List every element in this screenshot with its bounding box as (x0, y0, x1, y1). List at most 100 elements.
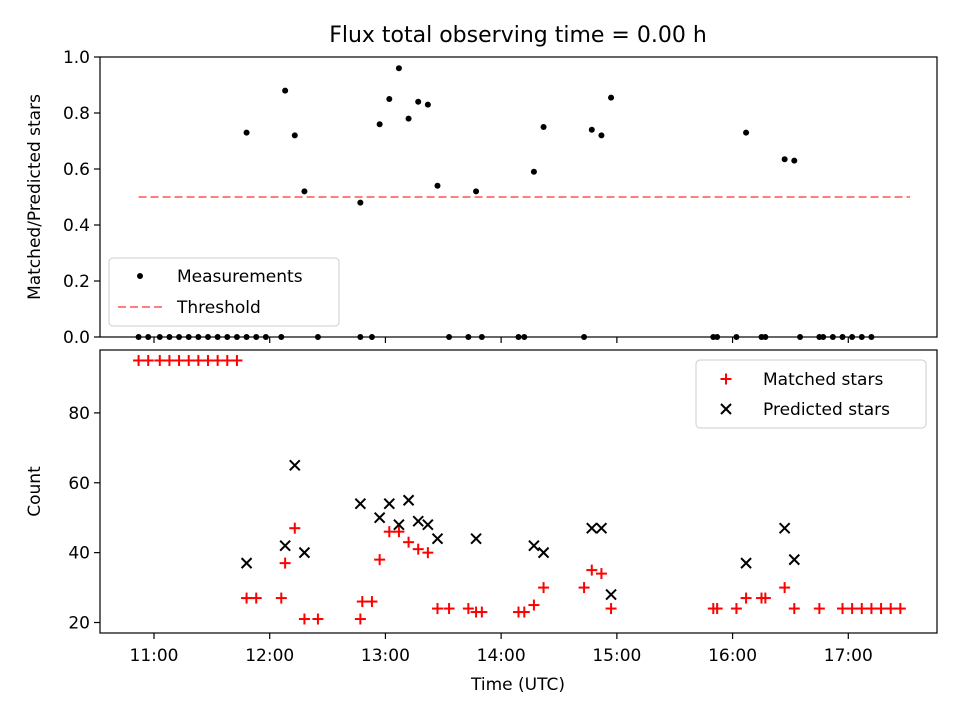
predicted-star-point (298, 546, 311, 559)
x-tick-label: 11:00 (130, 646, 179, 666)
matched-star-point (528, 599, 540, 611)
matched-star-point (586, 564, 598, 576)
predicted-star-point (289, 459, 301, 472)
x-b (383, 498, 395, 510)
predicted-star-point (240, 557, 253, 569)
y-tick-label: 0.0 (63, 328, 90, 348)
y-tick-label: 0.4 (63, 216, 90, 236)
predicted-star-point (788, 553, 800, 566)
axes-frame (99, 349, 938, 634)
y-axis-label: Count (25, 466, 45, 517)
measurement-point (598, 132, 605, 139)
matched-star-point (312, 613, 324, 625)
y-tick-label: 60 (68, 474, 90, 494)
y-tick-label: 0.8 (63, 104, 90, 124)
matched-star-point (183, 354, 195, 366)
x-b (354, 498, 367, 510)
x-b (537, 546, 550, 559)
predicted-star-point (383, 498, 395, 510)
matched-star-point (856, 603, 868, 615)
x-b (279, 539, 291, 552)
measurement-point (743, 129, 750, 136)
matched-star-point (403, 536, 415, 548)
matched-star-point (221, 354, 233, 366)
predicted-star-point (402, 494, 415, 506)
predicted-star-point (279, 539, 291, 552)
matched-star-point (154, 354, 166, 366)
measurement-point (434, 182, 441, 189)
matched-star-point (374, 554, 386, 566)
matched-star-point (846, 603, 858, 615)
measurement-point (608, 94, 615, 101)
x-tick-label: 17:00 (824, 646, 873, 666)
x-b (605, 588, 617, 601)
predicted-star-point (528, 539, 540, 552)
chart-title: Flux total observing time = 0.00 h (329, 23, 707, 48)
measurement-point (473, 188, 480, 195)
measurement-point (386, 96, 393, 102)
matched-star-point (711, 603, 723, 615)
predicted-star-point (595, 522, 608, 534)
y-tick-label: 1.0 (63, 48, 90, 68)
legend-marker-measurements (137, 273, 143, 279)
predicted-star-point (740, 557, 752, 569)
matched-star-point (279, 557, 291, 569)
matched-star-point (366, 596, 378, 608)
legend-label-threshold: Threshold (176, 298, 261, 318)
matched-star-point (133, 354, 145, 366)
predicted-star-point (586, 522, 598, 534)
x-b (595, 522, 608, 534)
matched-star-point (740, 592, 752, 604)
x-b (470, 532, 482, 545)
x-b (586, 522, 598, 534)
measurement-point (530, 168, 537, 175)
y-tick-label: 40 (68, 544, 90, 564)
measurement-point (781, 156, 788, 163)
measurement-point (395, 65, 402, 72)
matched-star-point (231, 354, 243, 366)
predicted-star-point (431, 532, 444, 545)
matched-star-point (605, 603, 617, 615)
measurement-point (282, 87, 289, 94)
matched-star-point (813, 603, 825, 615)
x-tick-label: 13:00 (361, 646, 410, 666)
measurement-point (357, 199, 364, 206)
matched-star-point (241, 592, 253, 604)
x-b (528, 539, 540, 552)
measurement-point (291, 132, 298, 139)
x-b (298, 546, 311, 559)
x-tick-label: 14:00 (477, 646, 526, 666)
predicted-star-point (354, 498, 367, 510)
matched-star-point (356, 596, 368, 608)
matched-star-point (885, 603, 897, 615)
matched-star-point (875, 603, 887, 615)
matched-star-point (202, 354, 214, 366)
x-b (373, 511, 386, 524)
matched-star-point (779, 582, 791, 594)
measurement-point (424, 101, 431, 108)
matched-star-point (393, 526, 405, 538)
legend-box (695, 359, 927, 429)
matched-star-point (432, 603, 443, 615)
predicted-star-point (778, 522, 791, 534)
measurement-point (243, 129, 250, 136)
predicted-star-point (537, 546, 550, 559)
matched-star-point (443, 603, 455, 615)
x-b (740, 557, 752, 569)
matched-star-point (538, 582, 550, 594)
measurement-point (301, 188, 308, 195)
x-tick-label: 12:00 (245, 646, 294, 666)
matched-star-point (192, 354, 204, 366)
y-tick-label: 0.2 (63, 272, 90, 292)
matched-star-point (462, 603, 474, 615)
measurement-point (588, 126, 595, 133)
x-b (240, 557, 253, 569)
measurement-point (405, 115, 412, 122)
lower-panel: 20 40 60 80 Count 11:00 12:00 13:00 14:00 15:00 16… (25, 349, 938, 695)
x-tick-label: 15:00 (592, 646, 641, 666)
legend-label-matched: Matched stars (763, 370, 883, 390)
matched-star-point (595, 568, 607, 580)
matched-star-point (163, 354, 175, 366)
x-axis-label: Time (UTC) (470, 675, 565, 695)
y-tick-label: 20 (68, 614, 90, 634)
